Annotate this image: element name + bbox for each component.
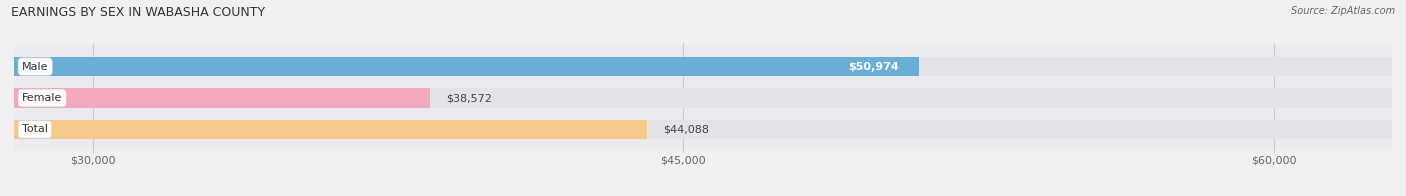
- Bar: [14, 120, 1392, 139]
- Bar: [14, 88, 1392, 108]
- Bar: [14, 108, 1392, 151]
- Bar: [14, 120, 647, 139]
- Text: $50,974: $50,974: [848, 62, 898, 72]
- Bar: [14, 77, 1392, 119]
- Text: EARNINGS BY SEX IN WABASHA COUNTY: EARNINGS BY SEX IN WABASHA COUNTY: [11, 6, 266, 19]
- Bar: [14, 57, 1392, 76]
- Text: Total: Total: [22, 124, 48, 134]
- Text: $44,088: $44,088: [664, 124, 709, 134]
- Text: Source: ZipAtlas.com: Source: ZipAtlas.com: [1291, 6, 1395, 16]
- Bar: [14, 57, 918, 76]
- Bar: [14, 45, 1392, 88]
- Text: Female: Female: [22, 93, 62, 103]
- Bar: [14, 88, 430, 108]
- Text: $38,572: $38,572: [446, 93, 492, 103]
- Text: Male: Male: [22, 62, 48, 72]
